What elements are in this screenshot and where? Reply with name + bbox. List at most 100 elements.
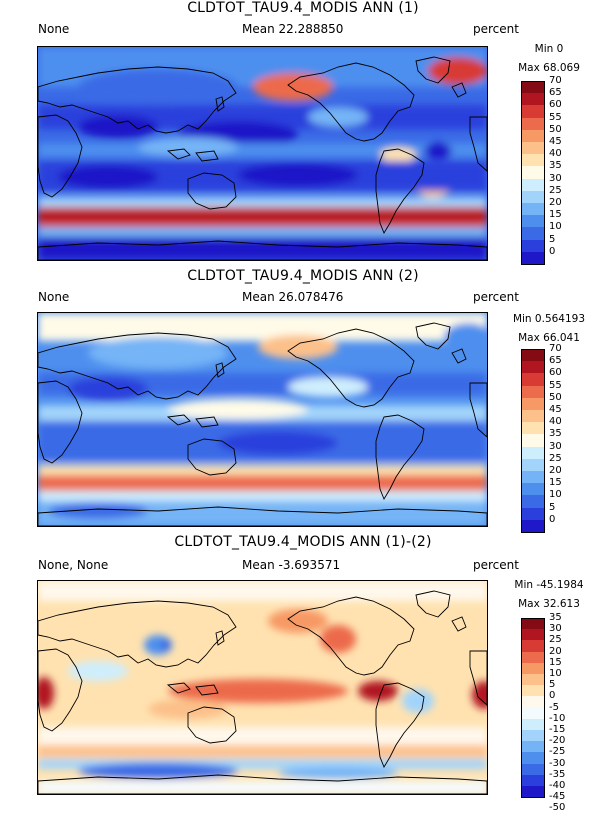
coastline	[451, 82, 467, 98]
colorbar-tick-label: -15	[549, 724, 566, 735]
colorbar-swatch	[521, 227, 545, 241]
coastline	[287, 596, 415, 676]
field-patch	[278, 767, 398, 779]
left-label: None	[38, 290, 70, 304]
field-patch	[38, 581, 487, 601]
coastline	[415, 590, 451, 618]
field-patch	[402, 689, 434, 713]
field-layer	[38, 313, 487, 526]
units-label: percent	[473, 290, 519, 304]
colorbar-tick-label: 30	[549, 623, 562, 635]
colorbar-tick-label: 40	[549, 148, 562, 160]
colorbar-tick-label: 20	[549, 197, 562, 208]
colorbar-swatch	[521, 422, 545, 436]
colorbar-tick-label: 60	[549, 367, 562, 379]
coastline	[38, 114, 83, 198]
coastline	[38, 332, 237, 400]
colorbar-tick-label: 30	[549, 172, 562, 184]
colorbar-tick-label: 10	[549, 668, 562, 679]
panel-2: CLDTOT_TAU9.4_MODIS ANN (2) None Mean 26…	[0, 268, 606, 536]
coastlines	[38, 322, 487, 526]
coastline	[215, 630, 225, 646]
field-patch	[38, 677, 54, 709]
field-patch	[238, 163, 358, 187]
coastlines	[38, 590, 487, 794]
mean-label: Mean -3.693571	[242, 558, 341, 572]
colorbar-tick-label: 65	[549, 355, 562, 367]
coastline	[451, 616, 467, 632]
colorbar-tick-label: 25	[549, 634, 562, 646]
coastline	[166, 148, 191, 160]
colorbar-tick-label: 10	[549, 221, 562, 233]
colorbar-swatch	[521, 129, 545, 143]
colorbar-tick-label: -25	[549, 746, 566, 758]
coastline	[415, 56, 451, 84]
max-label: Max 32.613	[518, 598, 580, 610]
coastline	[38, 774, 487, 794]
colorbar-tick-label: 60	[549, 99, 562, 111]
field-patch	[68, 661, 128, 681]
colorbar-swatch	[521, 361, 545, 375]
field-patch	[38, 759, 487, 769]
panel-3: CLDTOT_TAU9.4_MODIS ANN (1)-(2) None, No…	[0, 534, 606, 813]
panel-title: CLDTOT_TAU9.4_MODIS ANN (2)	[187, 268, 419, 284]
stats-box: Min 0.564193 Max 66.041	[494, 310, 604, 348]
coastline	[187, 438, 237, 476]
colorbar-swatch	[521, 215, 545, 229]
colorbar-tick-label: 70	[549, 75, 562, 86]
coastline	[215, 362, 225, 378]
field-patch	[38, 727, 487, 745]
colorbar-swatch	[521, 458, 545, 472]
coastlines	[38, 56, 487, 260]
panel-1: CLDTOT_TAU9.4_MODIS ANN (1) None Mean 22…	[0, 0, 606, 268]
field-patch	[218, 431, 338, 455]
stats-box: Min 0 Max 68.069	[494, 40, 604, 78]
colorbar-swatch	[521, 373, 545, 387]
stats-box: Min -45.1984 Max 32.613	[494, 576, 604, 614]
min-label: Min 0.564193	[512, 313, 586, 325]
colorbar-tick-label: -10	[549, 712, 566, 724]
colorbar-swatch	[521, 251, 545, 265]
field-patch	[168, 399, 308, 419]
field-patch	[38, 781, 487, 794]
field-patch	[144, 635, 172, 655]
coastline	[375, 414, 425, 501]
coastline	[287, 328, 415, 408]
colorbar-tick-label: 65	[549, 87, 562, 99]
field-patch	[88, 337, 228, 369]
field-patch	[38, 227, 487, 239]
colorbar-tick-label: 15	[549, 209, 562, 221]
colorbar: 70 65 60 55 50 45 40 35 30 25 20 15 10 5 0	[521, 76, 562, 265]
field-patch	[428, 57, 487, 85]
max-label: Max 66.041	[518, 332, 580, 344]
colorbar: 70 65 60 55 50 45 40 35 30 25 20 15 10 5 0	[521, 344, 562, 533]
coastline	[38, 380, 83, 464]
coastline	[469, 382, 487, 438]
units-label: percent	[473, 558, 519, 572]
colorbar: 35 30 25 20 15 10 5 0 -5 -10 -15 -20 -25 -30 -35 -40 -45…	[521, 613, 565, 813]
mean-label: Mean 26.078476	[242, 290, 344, 304]
colorbar-swatch	[521, 166, 545, 180]
colorbar-swatch	[521, 397, 545, 411]
colorbar-tick-label: 45	[549, 136, 562, 147]
field-patch	[162, 641, 170, 649]
colorbar-tick-label: 20	[549, 465, 562, 476]
colorbar-tick-label: 5	[549, 501, 556, 513]
colorbar-tick-label: 25	[549, 452, 562, 464]
left-label: None	[38, 22, 70, 36]
coastline	[38, 240, 487, 260]
colorbar-swatch	[521, 507, 545, 521]
coastline	[38, 600, 237, 668]
field-patch	[58, 165, 158, 189]
colorbar-swatch	[521, 446, 545, 460]
colorbar-swatch	[521, 786, 545, 799]
colorbar-tick-label: 0	[549, 513, 556, 525]
field-patch	[288, 377, 368, 397]
colorbar-tick-label: -35	[549, 768, 566, 780]
field-patch	[38, 745, 487, 757]
mean-label: Mean 22.288850	[242, 22, 344, 36]
colorbar-tick-label: 45	[549, 404, 562, 415]
colorbar-tick-label: -45	[549, 791, 566, 803]
colorbar-swatch	[521, 190, 545, 204]
colorbar-tick-label: 0	[549, 690, 556, 702]
